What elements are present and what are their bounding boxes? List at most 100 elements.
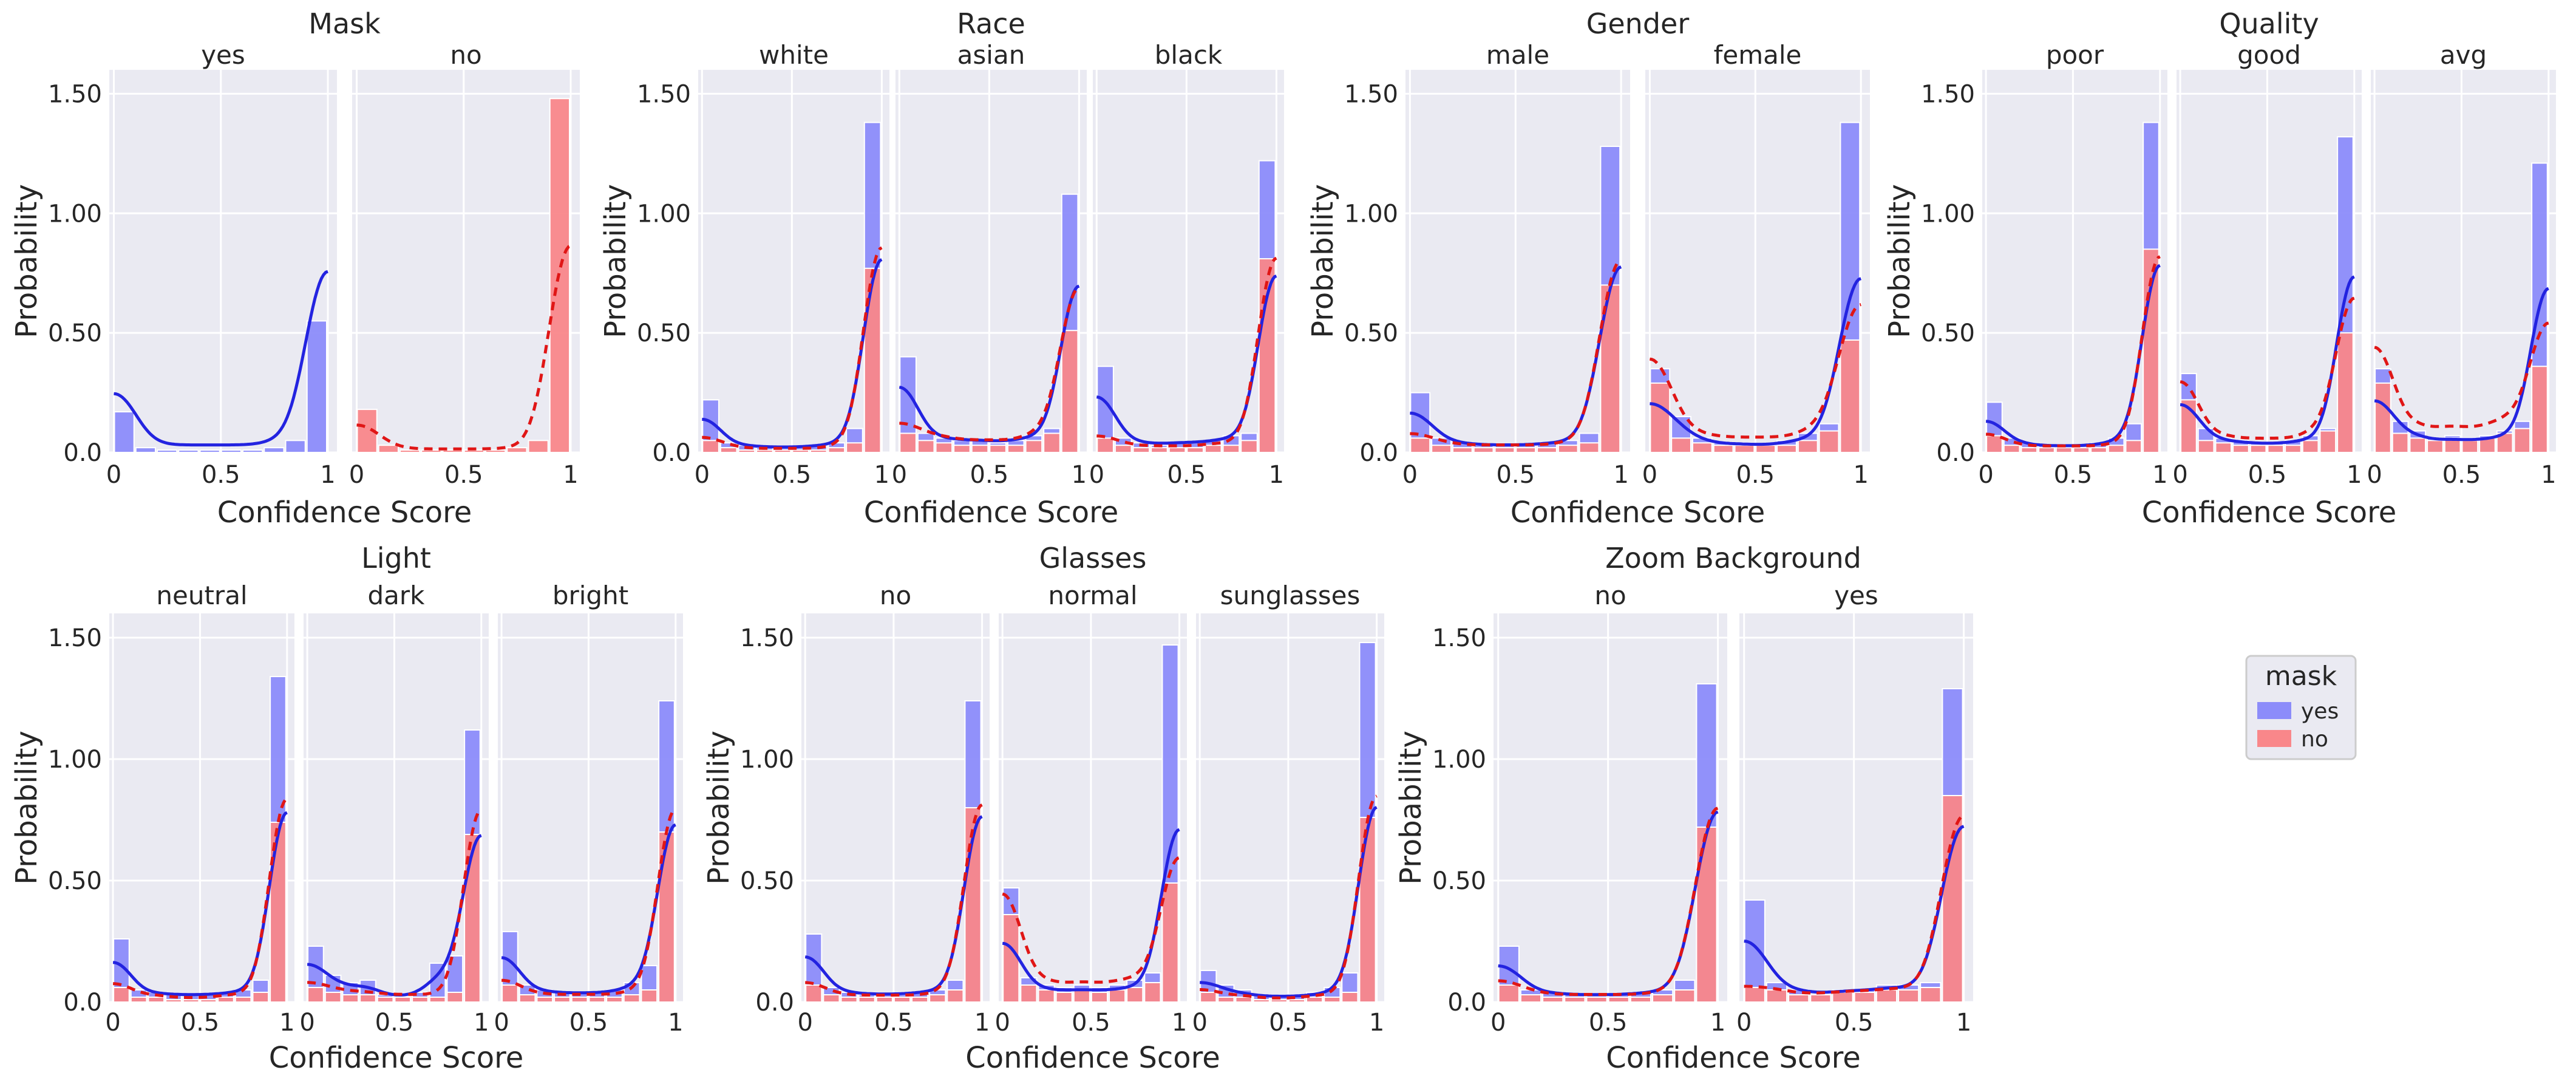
panel-background: [1494, 613, 1727, 1002]
bar-no: [792, 449, 809, 453]
bar-no: [2285, 445, 2302, 453]
bar-no: [165, 999, 182, 1003]
bar-no: [773, 449, 792, 453]
bar-no: [1515, 447, 1537, 453]
bar-no: [1061, 330, 1079, 453]
panel-background: [801, 613, 990, 1002]
panel-background: [498, 613, 683, 1002]
bar-no: [1144, 982, 1161, 1003]
bar-no: [756, 449, 773, 453]
x-tick-label: 1: [1172, 1009, 1187, 1037]
bar-no: [1114, 445, 1132, 453]
x-tick-label: 0.5: [773, 461, 812, 489]
x-axis-label: Confidence Score: [217, 496, 472, 530]
panel: good 0 0.5 1: [2172, 40, 2362, 489]
bar-no: [2391, 432, 2409, 453]
bar-no: [1038, 989, 1055, 1003]
bar-no: [623, 994, 641, 1003]
panel-background: [895, 70, 1087, 452]
bar-no: [719, 447, 738, 453]
bar-no: [1150, 447, 1168, 453]
panel-title: no: [1594, 581, 1626, 610]
y-tick-label: 1.00: [1344, 200, 1398, 228]
bar-no: [501, 984, 518, 1003]
bar-no: [2197, 440, 2215, 453]
x-tick-label: 0.5: [202, 461, 240, 489]
bar-no: [528, 440, 549, 453]
x-tick-label: 1: [2152, 461, 2167, 489]
kde-line-no: [1002, 856, 1180, 984]
bar-no: [2319, 430, 2337, 453]
kde-line-no: [1096, 256, 1277, 448]
x-tick-label: 0: [105, 1009, 120, 1037]
group-title: Zoom Background: [1605, 542, 1861, 575]
x-axis-label: Confidence Score: [269, 1041, 524, 1075]
bar-no: [1055, 992, 1073, 1003]
panel: dark 0 0.5 1: [299, 581, 489, 1037]
bar-no: [946, 989, 964, 1003]
kde-line-no: [805, 803, 983, 997]
x-tick-label: 0.5: [1072, 1009, 1110, 1037]
kde-line-yes: [2180, 275, 2355, 445]
kde-line-yes: [1650, 277, 1862, 446]
panel: asian 0 0.5 1: [892, 40, 1087, 489]
bar-no: [1473, 447, 1494, 453]
y-tick-label: 1.00: [1432, 746, 1486, 774]
bar-no: [2427, 440, 2444, 453]
bar-no: [394, 997, 412, 1003]
bar-no: [1204, 445, 1222, 453]
group-title: Mask: [308, 7, 381, 40]
bar-no: [1920, 987, 1942, 1003]
panel-title: black: [1155, 40, 1223, 70]
bar-no: [2302, 440, 2319, 453]
bar-no: [2409, 437, 2427, 453]
panel-title: female: [1714, 40, 1802, 70]
group-title: Gender: [1586, 7, 1690, 40]
bar-no: [506, 447, 528, 453]
bar-no: [1270, 999, 1288, 1003]
bar-no: [1832, 992, 1854, 1003]
bar-no: [2020, 447, 2038, 453]
panel-title: yes: [1834, 581, 1878, 610]
x-tick-label: 0.5: [1736, 461, 1775, 489]
bar-no: [2337, 332, 2354, 453]
x-tick-label: 0: [2172, 461, 2187, 489]
panel-title: good: [2237, 40, 2301, 70]
bar-no: [148, 997, 165, 1003]
legend-title: mask: [2265, 661, 2337, 692]
panel-background: [698, 70, 889, 452]
bar-no: [1744, 987, 1765, 1003]
x-axis-label: Confidence Score: [1511, 496, 1765, 530]
panel-background: [109, 70, 337, 452]
kde-line-yes: [112, 811, 288, 997]
bar-no: [935, 442, 953, 453]
legend-label-no: no: [2301, 727, 2328, 752]
panel-title: avg: [2440, 40, 2487, 70]
y-tick-label: 1.50: [740, 624, 794, 652]
panel-background: [352, 70, 580, 452]
bar-no: [953, 445, 971, 453]
panel-title: sunglasses: [1220, 581, 1361, 610]
kde-line-yes: [114, 270, 328, 447]
x-tick-label: 0: [695, 461, 710, 489]
panel-title: asian: [957, 40, 1025, 70]
panel-background: [109, 613, 294, 1002]
bar-no: [200, 999, 217, 1003]
x-tick-label: 0.5: [375, 1009, 414, 1037]
panel-title: yes: [201, 40, 245, 70]
bar-yes: [114, 411, 135, 453]
panel-background: [1405, 70, 1630, 452]
x-tick-label: 1: [668, 1009, 683, 1037]
bar-no: [1126, 987, 1144, 1003]
kde-line-no: [2374, 321, 2549, 428]
x-axis-label: Confidence Score: [2142, 496, 2397, 530]
bar-no: [1797, 440, 1818, 453]
bar-no: [1734, 445, 1755, 453]
bar-yes: [306, 320, 327, 453]
bar-no: [1696, 827, 1718, 1003]
bar-no: [2055, 447, 2073, 453]
x-tick-label: 1: [1072, 461, 1087, 489]
y-axis-label: Probability: [10, 184, 44, 338]
panel-background: [1196, 613, 1384, 1002]
bar-no: [875, 997, 893, 1003]
